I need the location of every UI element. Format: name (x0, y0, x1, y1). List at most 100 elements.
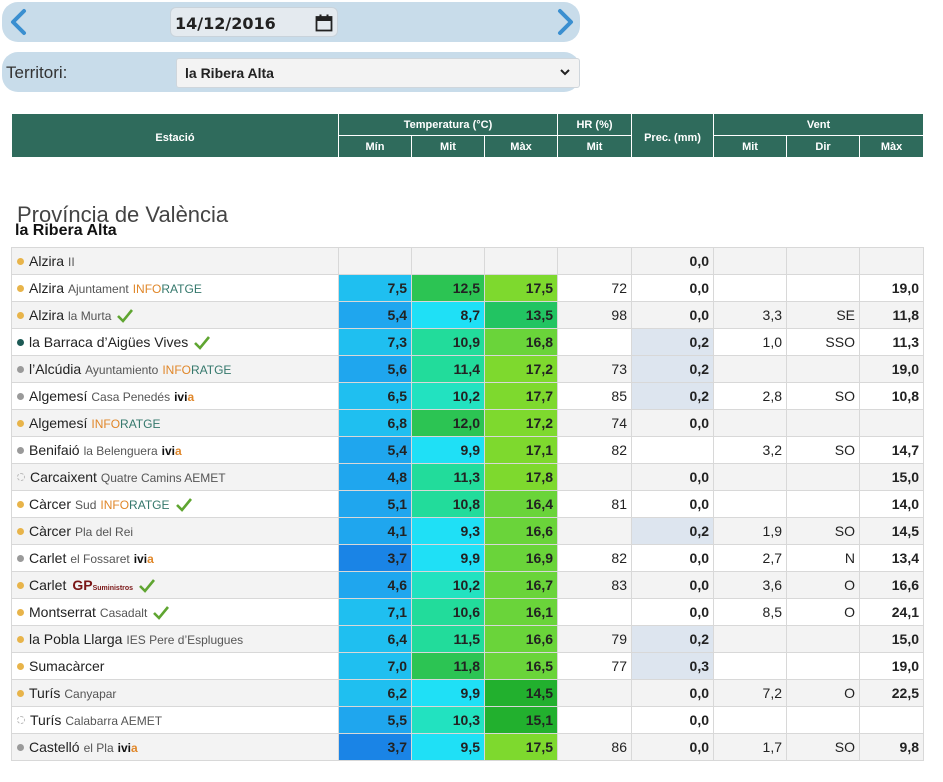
status-dot-icon (17, 608, 24, 616)
station-location: Quatre Camins AEMET (100, 471, 226, 485)
temp-mit-cell: 9,9 (411, 436, 485, 464)
humidity-cell (557, 328, 632, 356)
station-name[interactable]: Carlet (29, 576, 67, 593)
header-temp-mit[interactable]: Mit (411, 135, 485, 158)
wind-max-cell (859, 247, 924, 275)
station-name[interactable]: Turís (29, 685, 61, 701)
precipitation-cell: 0,0 (631, 571, 714, 599)
humidity-cell: 77 (557, 652, 632, 680)
gp-suministros-logo-icon: GPSuministros (72, 576, 134, 593)
precipitation-cell: 0,0 (631, 733, 714, 761)
temp-min-cell (338, 247, 412, 275)
station-cell: Carlet el Fossaret ivia (11, 544, 339, 572)
temp-mit-cell: 11,5 (411, 625, 485, 653)
station-name[interactable]: Carlet (29, 550, 67, 566)
temp-min-cell: 3,7 (338, 544, 412, 572)
header-hr: HR (%) (557, 113, 633, 136)
station-name[interactable]: Alzira (29, 280, 65, 296)
station-name[interactable]: Benifaió (29, 442, 80, 458)
temp-min-cell: 3,7 (338, 733, 412, 761)
header-vent-mit[interactable]: Mit (713, 135, 788, 158)
station-cell: Càrcer Pla del Rei (11, 517, 339, 545)
station-name[interactable]: la Pobla Llarga (29, 631, 123, 647)
station-cell: Montserrat Casadalt (11, 598, 339, 626)
wind-mit-cell (713, 490, 787, 518)
table-row: Turís Calabarra AEMET 5,5 10,3 15,1 0,0 (11, 706, 924, 734)
station-cell: Benifaió la Belenguera ivia (11, 436, 339, 464)
territory-label: Territori: (6, 63, 68, 82)
temp-mit-cell: 9,5 (411, 733, 485, 761)
header-prec[interactable]: Prec. (mm) (631, 113, 715, 158)
wind-mit-cell: 2,8 (713, 382, 787, 410)
wind-mit-cell: 3,3 (713, 301, 787, 329)
date-value: 14/12/2016 (175, 14, 276, 33)
status-dot-icon (17, 743, 24, 751)
wind-dir-cell (786, 463, 860, 491)
temp-max-cell: 14,5 (484, 679, 558, 707)
station-name[interactable]: la Barraca d’Aigües Vives (29, 333, 189, 350)
humidity-cell (557, 679, 632, 707)
station-location: Calabarra AEMET (65, 714, 163, 728)
wind-dir-cell: SO (786, 382, 860, 410)
previous-day-arrow-icon[interactable] (6, 8, 32, 36)
station-location: Casa Penedés (91, 390, 171, 404)
header-estacio[interactable]: Estació (11, 113, 339, 158)
temp-min-cell: 7,1 (338, 598, 412, 626)
station-location: Sud (75, 497, 97, 512)
header-hr-mit[interactable]: Mit (557, 135, 633, 158)
wind-mit-cell (713, 463, 787, 491)
station-name[interactable]: Càrcer (29, 523, 72, 539)
calendar-icon[interactable] (315, 14, 333, 32)
status-dot-icon (17, 446, 24, 454)
inforatge-logo-icon: INFORATGE (100, 497, 170, 512)
wind-max-cell: 11,3 (859, 328, 924, 356)
header-temp-max[interactable]: Màx (483, 135, 559, 158)
status-dot-icon (17, 662, 24, 670)
humidity-cell: 81 (557, 490, 632, 518)
temp-mit-cell: 11,3 (411, 463, 485, 491)
station-location: la Belenguera (83, 444, 158, 458)
table-row: Carcaixent Quatre Camins AEMET 4,8 11,3 17,8… (11, 463, 924, 491)
station-name[interactable]: Montserrat (29, 603, 96, 620)
station-name[interactable]: Carcaixent (30, 469, 97, 485)
wind-mit-cell: 1,0 (713, 328, 787, 356)
station-cell: Turís Calabarra AEMET (11, 706, 339, 734)
wind-max-cell: 14,7 (859, 436, 924, 464)
precipitation-cell: 0,3 (631, 652, 714, 680)
temp-min-cell: 5,1 (338, 490, 412, 518)
header-temp-min[interactable]: Mín (338, 135, 412, 158)
header-vent: Vent (713, 113, 925, 136)
table-row: Alzira la Murta 5,4 8,7 13,5 98 0,0 3,3 SE 11,8 (11, 301, 924, 329)
temp-max-cell: 16,5 (484, 652, 558, 680)
station-name[interactable]: Algemesí (29, 388, 88, 404)
station-name[interactable]: Algemesí (29, 415, 88, 431)
temp-min-cell: 6,2 (338, 679, 412, 707)
status-dot-icon (17, 689, 24, 697)
humidity-cell (557, 598, 632, 626)
station-name[interactable]: Castelló (29, 739, 80, 755)
station-name[interactable]: l’Alcúdia (29, 361, 82, 377)
station-name[interactable]: Sumacàrcer (29, 658, 105, 674)
header-vent-dir[interactable]: Dir (786, 135, 861, 158)
temp-max-cell: 16,1 (484, 598, 558, 626)
wind-dir-cell: O (786, 598, 860, 626)
table-row: Turís Canyapar 6,2 9,9 14,5 0,0 7,2 O 22,5 (11, 679, 924, 707)
station-name[interactable]: Càrcer (29, 495, 72, 512)
station-name[interactable]: Alzira (29, 306, 65, 323)
next-day-arrow-icon[interactable] (552, 8, 578, 36)
header-vent-max[interactable]: Màx (859, 135, 925, 158)
temp-min-cell: 7,0 (338, 652, 412, 680)
temp-max-cell: 17,7 (484, 382, 558, 410)
temp-min-cell: 6,5 (338, 382, 412, 410)
temp-mit-cell: 8,7 (411, 301, 485, 329)
temp-max-cell (484, 247, 558, 275)
table-row: la Pobla Llarga IES Pere d’Esplugues 6,4 11… (11, 625, 924, 653)
humidity-cell: 85 (557, 382, 632, 410)
temp-mit-cell: 11,4 (411, 355, 485, 383)
date-input[interactable]: 14/12/2016 (170, 7, 338, 37)
territory-select[interactable]: la Ribera Alta (176, 58, 580, 88)
table-row: Benifaió la Belenguera ivia 5,4 9,9 17,1 82 3,2… (11, 436, 924, 464)
temp-min-cell: 7,5 (338, 274, 412, 302)
station-name[interactable]: Turís (30, 712, 62, 728)
station-name[interactable]: Alzira (29, 253, 65, 269)
